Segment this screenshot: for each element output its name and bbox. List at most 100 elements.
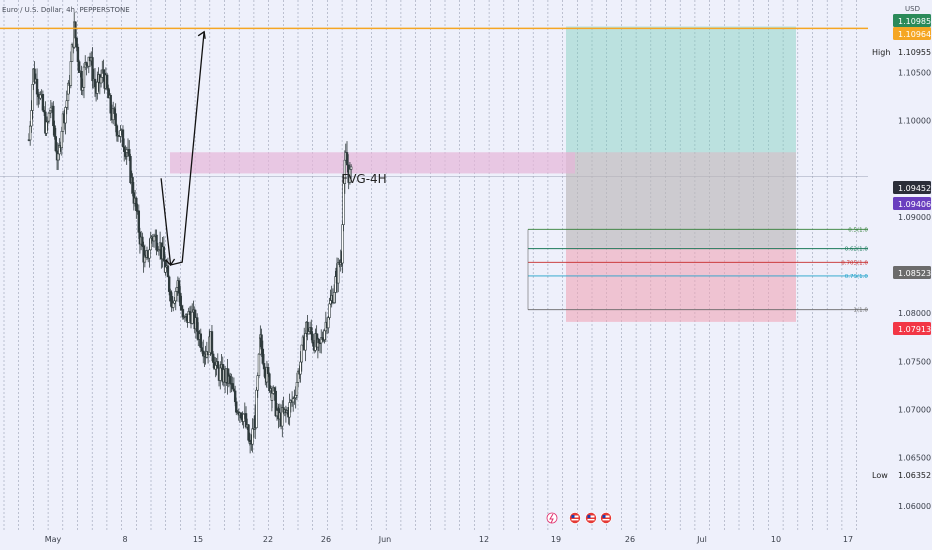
candle (114, 113, 117, 126)
candle (129, 155, 132, 184)
lightning-icon (549, 513, 554, 524)
candle (210, 331, 214, 355)
candle (35, 78, 39, 95)
x-tick-label: Jul (696, 535, 707, 544)
us-flag-icon[interactable] (569, 512, 581, 524)
candle (266, 367, 270, 375)
candle (231, 383, 234, 390)
candle (295, 381, 299, 396)
candle (123, 146, 126, 152)
y-tick-label: 1.10500 (898, 68, 931, 77)
us-flag-icon[interactable] (585, 512, 597, 524)
price-tag (893, 266, 931, 279)
price-tag (893, 197, 931, 210)
candle (229, 376, 232, 384)
candle (131, 177, 134, 193)
candle (96, 81, 99, 94)
candle (128, 149, 131, 157)
candle (327, 317, 330, 329)
candle (65, 100, 68, 108)
candle (49, 107, 53, 111)
time-axis[interactable]: May 8 15 22 26 Jun 12 19 26 Jul 10 17 (0, 530, 932, 550)
us-flag-canton (571, 515, 575, 518)
us-flag-stripe (587, 519, 595, 521)
arrow-head-down (165, 258, 176, 267)
candle (307, 331, 311, 335)
candle (172, 302, 175, 308)
us-flag-stripe (602, 515, 610, 518)
x-tick-label: 8 (122, 535, 127, 544)
price-axis[interactable]: 1.10500 1.10000 1.09000 1.08000 1.07500 1.070… (868, 0, 932, 530)
candle (219, 367, 222, 381)
price-tag-label: 1.09452 (898, 184, 931, 193)
candle (53, 125, 56, 137)
candle (200, 347, 204, 352)
candle (82, 66, 86, 88)
candle (242, 413, 245, 422)
candle (64, 107, 67, 124)
candle (102, 69, 105, 74)
candle (115, 125, 119, 137)
candle (199, 333, 202, 348)
x-tick-label: 22 (263, 535, 273, 544)
event-marker[interactable] (546, 512, 558, 524)
candle (268, 373, 271, 392)
us-flag-icon[interactable] (600, 512, 612, 524)
candle (299, 361, 302, 375)
low-label: Low (872, 471, 888, 480)
price-tag-label: 1.07913 (898, 325, 931, 334)
axis-bg (0, 530, 932, 550)
candle (85, 62, 88, 66)
candle (47, 112, 51, 122)
x-tick-label: 19 (551, 535, 561, 544)
price-tag-label: 1.09406 (898, 200, 931, 209)
candle (345, 152, 349, 166)
candle (255, 389, 258, 429)
candle (281, 407, 284, 427)
fib-label: 0.5(1.08870) (848, 227, 884, 233)
candle (137, 210, 141, 233)
x-tick-label: 26 (321, 535, 331, 544)
us-flag-stripe (587, 515, 595, 518)
symbol-title: Euro / U.S. Dollar, 4h, PEPPERSTONE (2, 6, 130, 14)
candle (270, 393, 274, 401)
candle (251, 428, 254, 445)
us-flag-stripe (602, 519, 610, 521)
x-tick-label: 10 (771, 535, 781, 544)
candle (180, 305, 183, 310)
zones (170, 26, 796, 322)
event-markers[interactable] (546, 512, 612, 524)
candle (105, 74, 109, 89)
fib-label: 0.79(1.08386) (845, 274, 884, 280)
candle (74, 21, 77, 39)
candle (300, 344, 303, 363)
candle (337, 262, 340, 284)
candle (306, 321, 309, 335)
price-tag-label: 1.08523 (898, 269, 931, 278)
candle (261, 348, 265, 364)
candle (233, 390, 237, 403)
projection-path (160, 31, 205, 266)
currency-label: USD (905, 5, 920, 13)
candle (177, 280, 181, 294)
candle (141, 236, 144, 247)
candle (45, 121, 48, 134)
candle (273, 387, 276, 392)
axis-bg (868, 0, 932, 530)
candle (196, 317, 199, 332)
candle (329, 300, 332, 305)
fvg-zone (170, 152, 575, 174)
candle (148, 249, 151, 259)
us-flag-stripe (571, 519, 579, 521)
candle (109, 94, 112, 114)
y-tick-label: 1.07000 (898, 406, 931, 415)
candle (75, 37, 78, 48)
candle (262, 363, 266, 370)
fib-label: 0.62(1.08670) (845, 247, 884, 253)
candle (235, 401, 238, 413)
x-tick-label: 17 (843, 535, 853, 544)
candle (173, 300, 176, 304)
candle (52, 105, 55, 127)
x-tick-label: 12 (479, 535, 489, 544)
